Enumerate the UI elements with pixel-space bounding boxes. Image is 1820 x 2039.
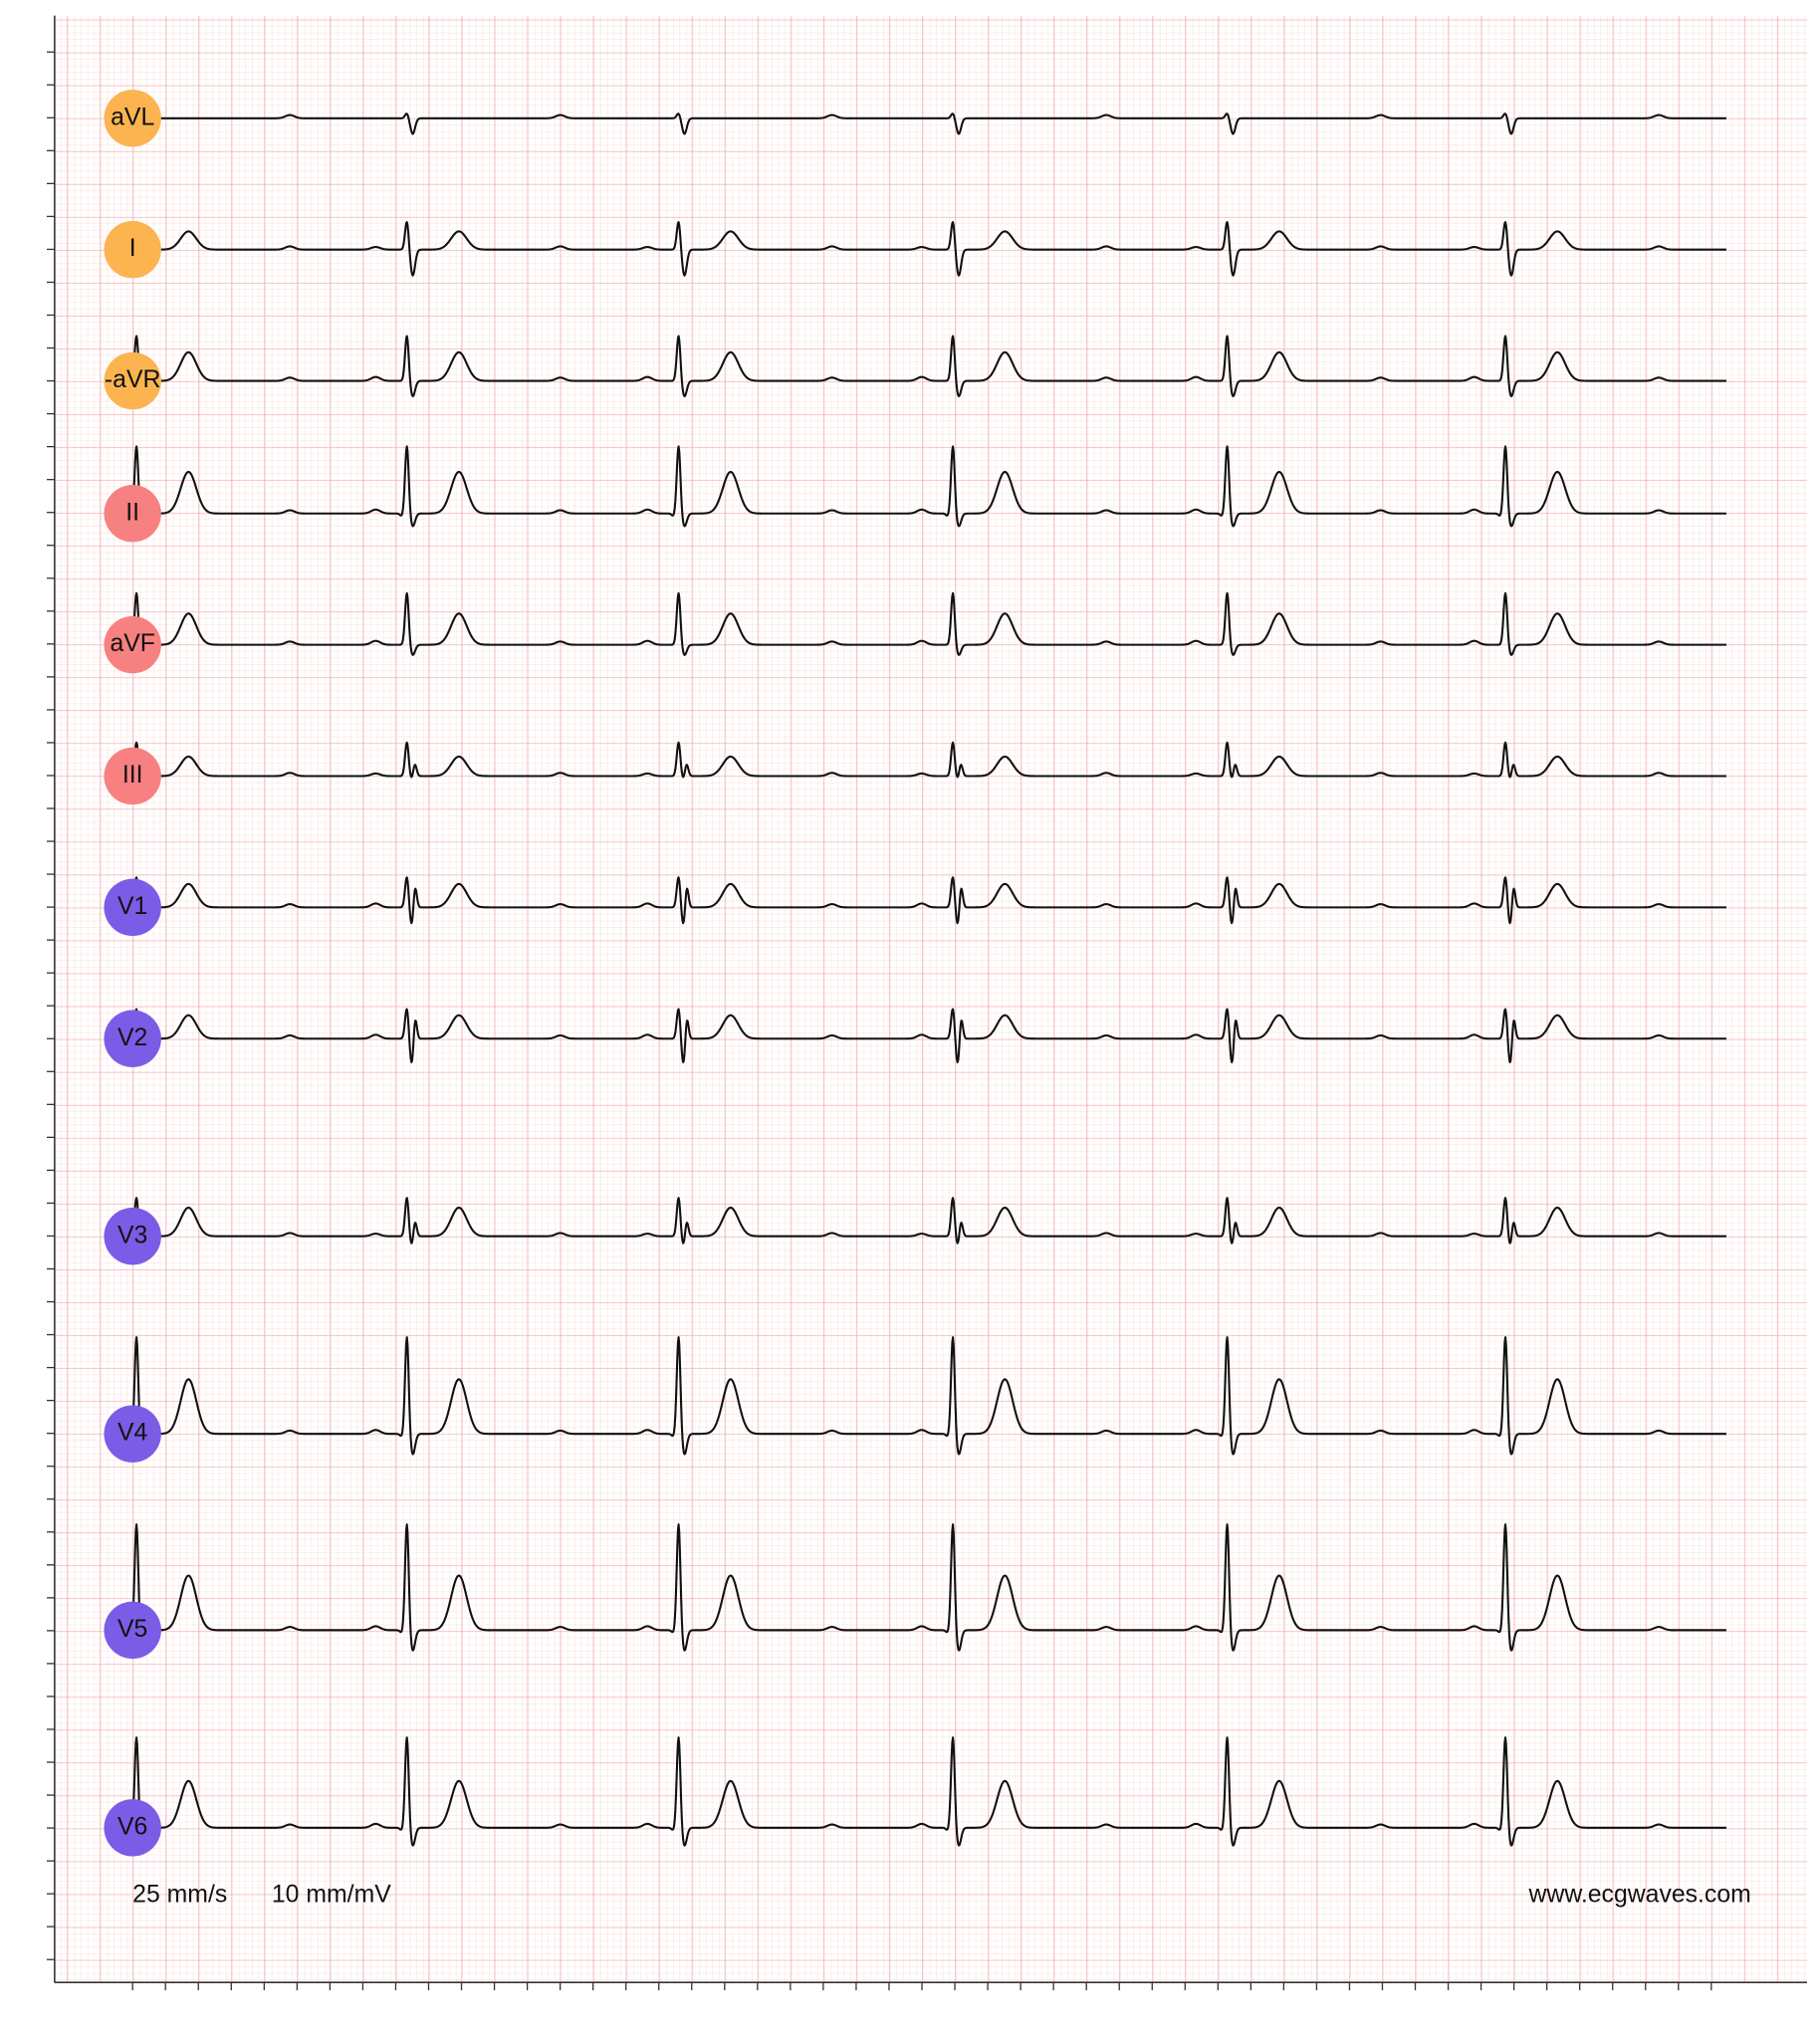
ecg-trace bbox=[126, 113, 1727, 135]
lead-badge bbox=[104, 1405, 161, 1463]
lead-label: V5 bbox=[117, 1616, 147, 1643]
speed-label: 25 mm/s bbox=[132, 1881, 227, 1908]
lead-badge bbox=[104, 1010, 161, 1067]
ecg-trace bbox=[126, 445, 1727, 528]
lead-labels: aVL I -aVR II aVF III V1 V2 V3 V4 V5 V6 bbox=[104, 90, 161, 1857]
ecg-group: aVL I -aVR II aVF III V1 V2 V3 V4 V5 V6 25 mm/s 10 … bbox=[47, 15, 1807, 1991]
lead-badge bbox=[104, 615, 161, 674]
source-label: www.ecgwaves.com bbox=[1528, 1881, 1751, 1908]
lead-badge bbox=[104, 1207, 161, 1265]
lead-label: III bbox=[122, 762, 143, 789]
lead-badge bbox=[104, 220, 161, 279]
lead-badge bbox=[104, 1799, 161, 1857]
ecg-trace bbox=[126, 221, 1727, 277]
lead-badge bbox=[104, 90, 161, 147]
lead-label: aVF bbox=[110, 630, 154, 657]
ecg-trace bbox=[126, 591, 1727, 656]
lead-label: V4 bbox=[117, 1420, 148, 1447]
lead-label: V2 bbox=[117, 1024, 147, 1051]
lead-badge bbox=[104, 485, 161, 543]
ecg-trace bbox=[126, 1197, 1727, 1245]
grid-paper bbox=[54, 15, 1807, 1983]
lead-label: V6 bbox=[117, 1813, 147, 1840]
lead-badge bbox=[104, 1601, 161, 1660]
ecg-trace bbox=[126, 1736, 1727, 1847]
ecg-trace bbox=[126, 1523, 1727, 1652]
ecg-trace bbox=[126, 741, 1727, 779]
lead-badge bbox=[104, 878, 161, 937]
ticks bbox=[47, 51, 1712, 1991]
ecg-trace bbox=[126, 876, 1727, 925]
lead-label: V3 bbox=[117, 1222, 147, 1248]
lead-label: aVL bbox=[111, 104, 154, 130]
ecg-trace bbox=[126, 1008, 1727, 1064]
lead-label: -aVR bbox=[105, 366, 161, 393]
lead-badge bbox=[104, 351, 161, 410]
lead-label: II bbox=[125, 499, 139, 526]
traces bbox=[126, 113, 1727, 1847]
ecg-trace bbox=[126, 1336, 1727, 1456]
lead-label: V1 bbox=[117, 893, 147, 920]
gain-label: 10 mm/mV bbox=[272, 1881, 391, 1908]
lead-label: I bbox=[129, 235, 136, 262]
lead-badge bbox=[104, 747, 161, 805]
ecg-trace bbox=[126, 335, 1727, 398]
